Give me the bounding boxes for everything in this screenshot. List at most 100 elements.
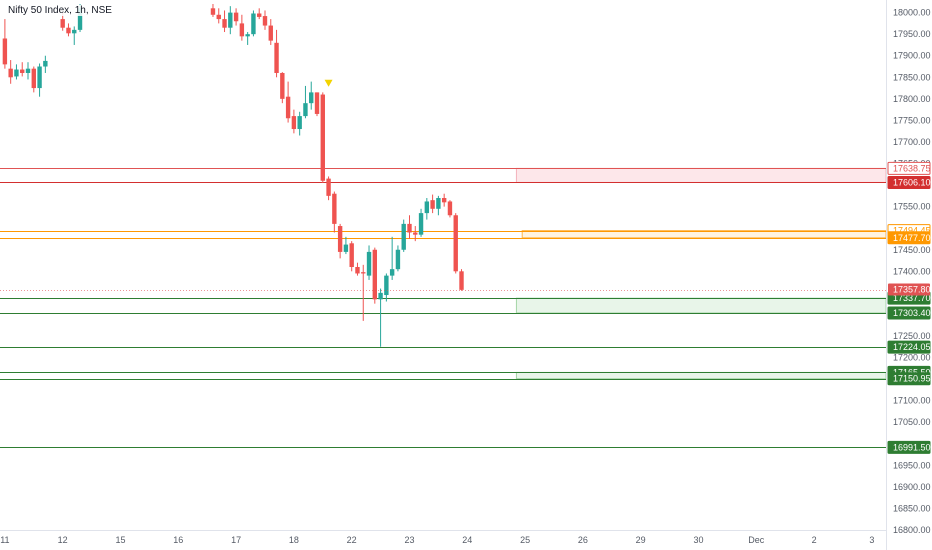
candle-body bbox=[343, 244, 349, 252]
candle-body bbox=[372, 249, 378, 300]
candle-body bbox=[2, 38, 8, 65]
candle-body bbox=[285, 96, 291, 119]
y-tick-label: 17750.00 bbox=[893, 115, 931, 125]
x-tick-label: 22 bbox=[347, 535, 357, 545]
candle-body bbox=[43, 60, 48, 67]
candle-body bbox=[430, 200, 435, 209]
x-tick-label: Dec bbox=[748, 535, 765, 545]
candle-body bbox=[77, 8, 83, 30]
y-tick-label: 17700.00 bbox=[893, 137, 931, 147]
level-price-label: 17477.70 bbox=[893, 233, 931, 243]
candle-body bbox=[436, 198, 441, 209]
level-price-tag bbox=[887, 306, 931, 320]
zone-box bbox=[515, 371, 887, 380]
candle-body bbox=[251, 13, 256, 35]
candle-body bbox=[31, 68, 36, 89]
candle-body bbox=[447, 201, 453, 216]
candle-body bbox=[222, 19, 227, 28]
candle-body bbox=[413, 232, 418, 235]
candle-body bbox=[245, 34, 250, 37]
last-price-tag bbox=[888, 283, 930, 296]
x-tick-label: 16 bbox=[173, 535, 183, 545]
level-price-tag bbox=[887, 340, 931, 354]
last-price-label: 17357.80 bbox=[893, 285, 931, 295]
level-price-label: 17224.05 bbox=[893, 342, 931, 352]
candle-body bbox=[332, 193, 337, 224]
candle-body bbox=[378, 292, 383, 300]
x-tick-label: 11 bbox=[0, 535, 9, 545]
candle-body bbox=[366, 251, 372, 276]
candle-body bbox=[297, 116, 302, 130]
candle-body bbox=[60, 19, 65, 28]
x-tick-label: 2 bbox=[812, 535, 817, 545]
level-price-label: 17494.45 bbox=[893, 226, 931, 236]
candle-body bbox=[37, 66, 42, 89]
level-price-tag bbox=[887, 175, 931, 189]
level-price-label: 17638.75 bbox=[893, 163, 931, 173]
candle-body bbox=[407, 223, 412, 233]
candle-body bbox=[303, 103, 308, 117]
zone-box bbox=[515, 167, 887, 183]
candle-body bbox=[262, 16, 268, 26]
candle-body bbox=[418, 213, 424, 235]
y-tick-label: 17450.00 bbox=[893, 245, 931, 255]
y-tick-label: 16850.00 bbox=[893, 503, 931, 513]
x-tick-label: 18 bbox=[289, 535, 299, 545]
candle-body bbox=[274, 42, 279, 73]
candle-body bbox=[257, 13, 262, 17]
x-tick-label: 26 bbox=[578, 535, 588, 545]
signal-marker-icon bbox=[324, 79, 333, 87]
candle-body bbox=[424, 201, 430, 214]
y-tick-label: 18000.00 bbox=[893, 8, 931, 18]
candle-body bbox=[25, 68, 31, 73]
y-tick-label: 17100.00 bbox=[893, 396, 931, 406]
x-tick-label: 30 bbox=[693, 535, 703, 545]
candle-body bbox=[395, 249, 401, 270]
candle-body bbox=[309, 92, 314, 104]
level-price-label: 17150.95 bbox=[893, 374, 931, 384]
y-tick-label: 17900.00 bbox=[893, 51, 931, 61]
zone-box bbox=[515, 297, 887, 314]
x-tick-label: 3 bbox=[869, 535, 874, 545]
candle-body bbox=[314, 92, 320, 114]
candle-body bbox=[320, 94, 325, 181]
candle-body bbox=[349, 243, 354, 267]
candle-body bbox=[239, 23, 245, 37]
candle-body bbox=[233, 12, 239, 22]
y-tick-label: 17950.00 bbox=[893, 29, 931, 39]
y-tick-label: 16900.00 bbox=[893, 482, 931, 492]
candle-body bbox=[337, 226, 343, 252]
candle-body bbox=[459, 271, 464, 290]
candle-body bbox=[453, 215, 458, 272]
candle-body bbox=[14, 69, 19, 77]
candle-body bbox=[20, 69, 25, 73]
x-tick-label: 23 bbox=[404, 535, 414, 545]
candle-body bbox=[361, 272, 366, 274]
level-price-label: 17606.10 bbox=[893, 177, 931, 187]
x-tick-label: 29 bbox=[636, 535, 646, 545]
x-tick-label: 12 bbox=[58, 535, 68, 545]
y-tick-label: 17400.00 bbox=[893, 266, 931, 276]
level-price-label: 17303.40 bbox=[893, 308, 931, 318]
y-tick-label: 17200.00 bbox=[893, 353, 931, 363]
level-price-label: 16991.50 bbox=[893, 442, 931, 452]
candle-body bbox=[384, 275, 389, 296]
candle-body bbox=[280, 72, 285, 99]
chart-title: Nifty 50 Index, 1h, NSE bbox=[6, 5, 114, 16]
candle-body bbox=[326, 178, 331, 196]
y-tick-label: 17050.00 bbox=[893, 417, 931, 427]
y-tick-label: 17800.00 bbox=[893, 94, 931, 104]
candle-body bbox=[210, 8, 216, 15]
x-tick-label: 25 bbox=[520, 535, 530, 545]
x-tick-label: 24 bbox=[462, 535, 472, 545]
candle-body bbox=[401, 223, 406, 250]
candle-body bbox=[72, 29, 77, 34]
price-axis bbox=[886, 0, 932, 550]
y-tick-label: 17850.00 bbox=[893, 72, 931, 82]
candle-body bbox=[66, 27, 71, 34]
candle-body bbox=[441, 198, 447, 203]
y-tick-label: 17550.00 bbox=[893, 202, 931, 212]
candle-body bbox=[228, 12, 233, 28]
